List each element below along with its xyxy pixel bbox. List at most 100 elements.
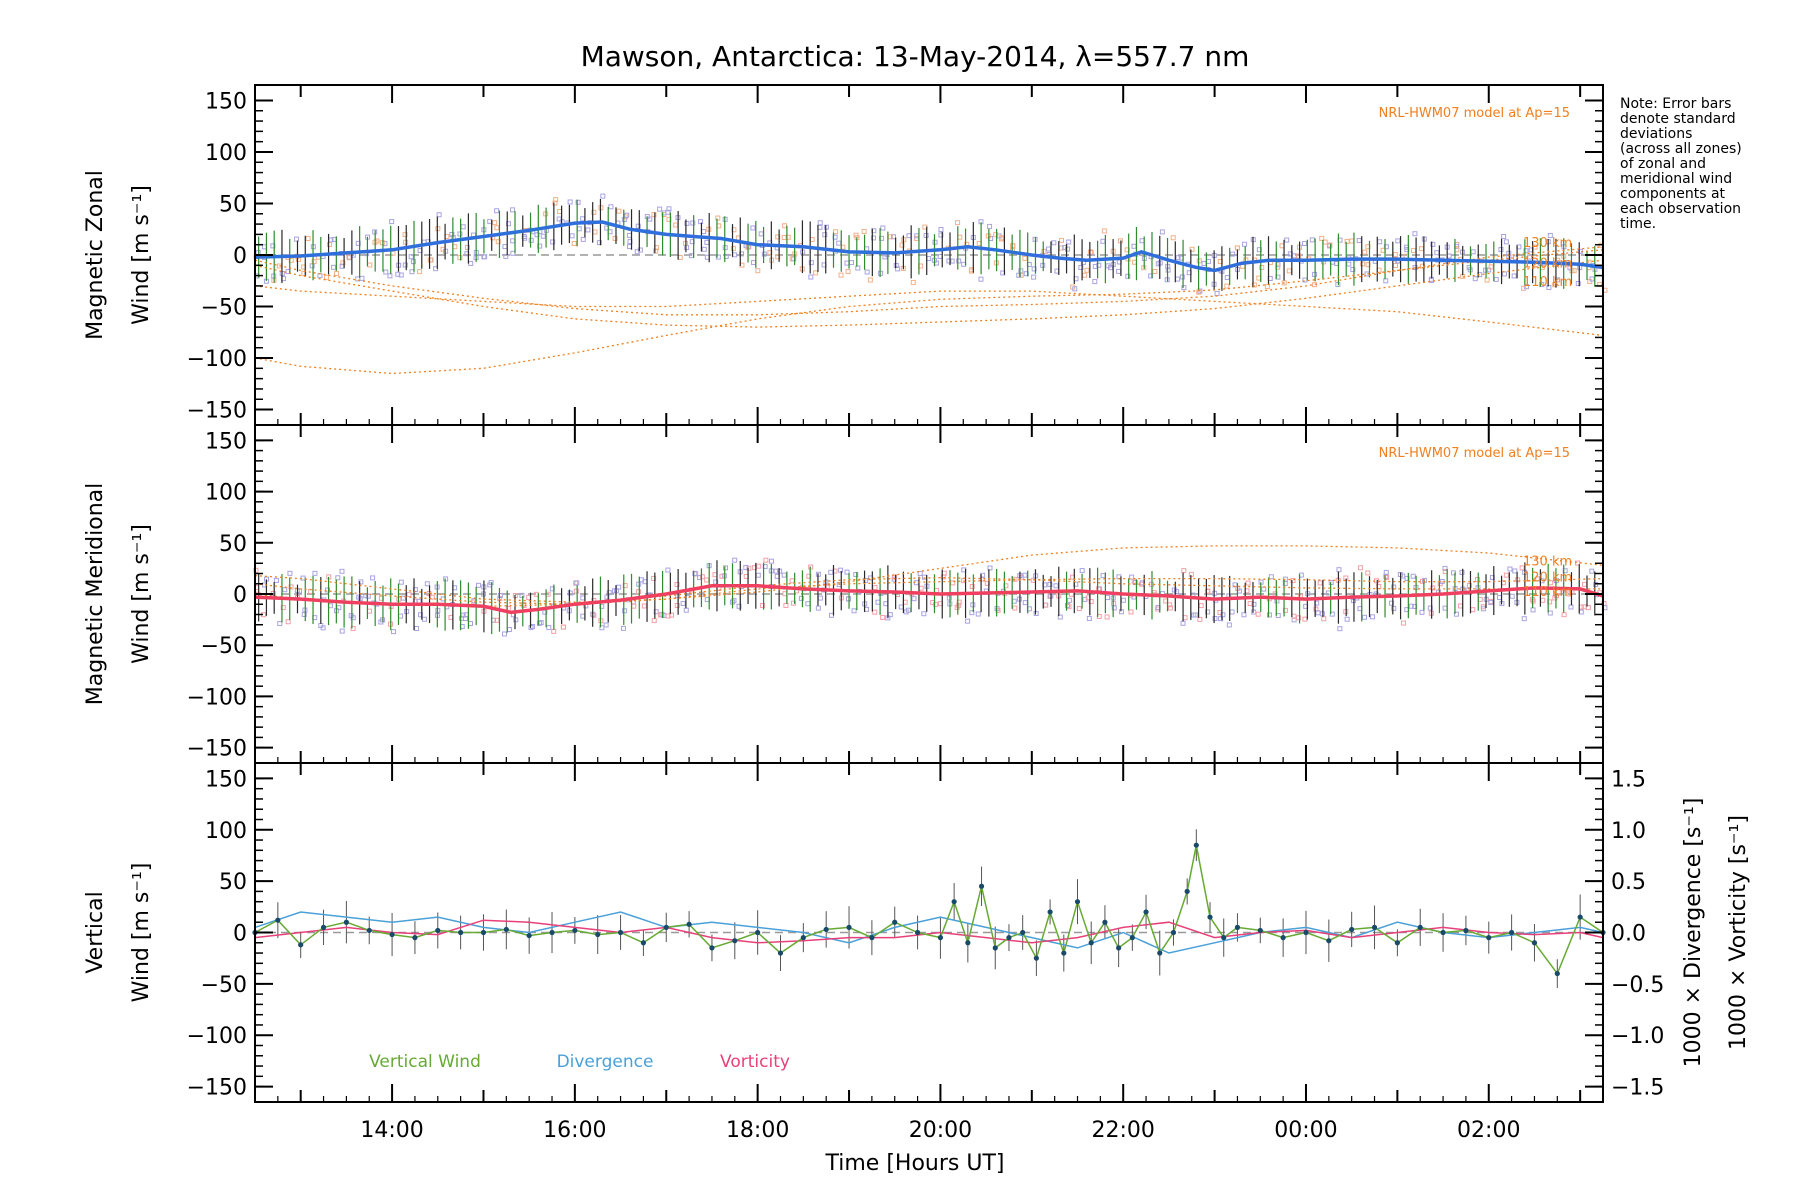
scatter-point [1511,273,1517,279]
scatter-point [1503,239,1509,245]
scatter-point [1022,600,1028,606]
y-tick-label: −150 [187,737,247,762]
scatter-point [273,577,279,583]
model-label: NRL-HWM07 model at Ap=15 [1379,106,1570,121]
data-point [503,926,509,933]
data-point [1531,940,1538,946]
scatter-point [1129,574,1135,580]
scatter-point [1197,288,1203,294]
scatter-point [808,260,814,266]
scatter-point [634,249,640,255]
scatter-point [467,621,473,627]
scatter-point [1051,240,1057,246]
scatter-point [1205,589,1211,595]
scatter-point [622,608,628,614]
scatter-point [1266,612,1272,618]
scatter-point [1047,581,1053,587]
data-point [389,931,395,938]
scatter-point [482,254,488,260]
scatter-point [398,613,404,619]
y-tick-label: 50 [219,532,247,557]
chart-title: Mawson, Antarctica: 13-May-2014, λ=557.7… [581,40,1250,73]
scatter-point [750,225,756,231]
scatter-point [641,603,647,609]
scatter-point [1408,603,1414,609]
scatter-point [1317,580,1323,586]
scatter-point [763,557,769,563]
scatter-point [1012,576,1018,582]
scatter-point [719,573,725,579]
data-point [458,929,464,936]
scatter-point [293,236,299,242]
model-curves [254,246,1604,375]
scatter-point [1088,250,1094,256]
scatter-point [1344,616,1350,622]
data-point [1234,924,1241,930]
scatter-point [684,245,690,251]
scatter-point [828,569,834,575]
scatter-point [402,232,408,238]
data-point [1184,888,1190,895]
scatter-point [1360,261,1366,267]
scatter-point [1365,570,1371,576]
scatter-point [1472,276,1478,282]
scatter-point [612,235,618,241]
scatter-point [1383,244,1389,250]
data-point [914,929,921,936]
data-point [549,929,555,936]
scatter-point [938,226,944,232]
scatter-point [626,232,632,238]
scatter-point [429,594,435,600]
y2-tick-label: −0.5 [1611,973,1664,998]
scatter-point [817,220,823,226]
x-axis-label: Time [Hours UT] [825,1151,1005,1176]
y-tick-label: 0 [233,922,247,947]
scatter-point [775,234,781,240]
scatter-point [665,567,671,573]
scatter-point [1016,272,1022,278]
scatter-point [277,621,283,627]
scatter-point [1242,241,1248,247]
scatter-point [1131,243,1137,249]
scatter-point [1255,611,1261,617]
scatter-point [1279,243,1285,249]
scatter-point [288,584,294,590]
scatter-point [387,273,393,279]
scatter-point [684,220,690,226]
scatter-point [872,609,878,615]
scatter-point [933,601,939,607]
scatter-point [311,259,317,265]
scatter-point [715,215,721,221]
scatter-point [502,631,508,637]
scatter-point [1116,268,1122,274]
scatter-point [651,618,657,624]
model-label: NRL-HWM07 model at Ap=15 [1379,446,1570,461]
scatter-point [383,269,389,275]
scatter-point [1031,266,1037,272]
note-line: time. [1620,216,1656,232]
x-tick-label: 14:00 [360,1118,423,1143]
data-point [1088,940,1094,946]
data-point [777,950,784,956]
scatter-point [1057,614,1063,620]
scatter-point [1571,268,1577,274]
scatter-point [956,258,962,264]
scatter-point [808,274,814,280]
scatter-point [1066,239,1072,245]
scatter-point [1412,231,1418,237]
scatter-point [1072,286,1078,292]
scatter-point [312,570,318,576]
data-point [1116,945,1122,951]
scatter-point [871,235,877,241]
data-point [320,924,327,930]
scatter-point [1079,568,1085,574]
y2-tick-label: 1.5 [1611,767,1646,792]
scatter-point [1181,568,1187,574]
y-tick-label: 150 [205,429,247,454]
data-point [823,926,829,933]
scatter-point [1459,569,1465,575]
scatter-point [1033,610,1039,616]
scatter-point [367,608,373,614]
data-point [1102,919,1108,925]
scatter-point [853,571,859,577]
